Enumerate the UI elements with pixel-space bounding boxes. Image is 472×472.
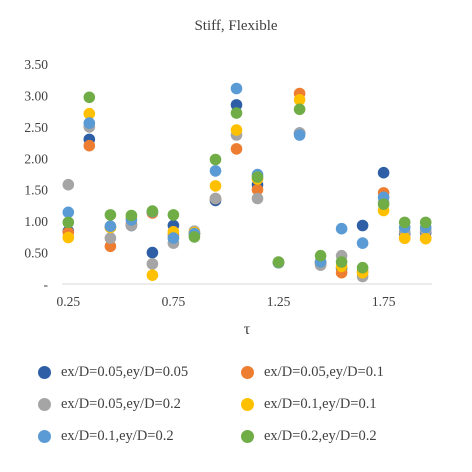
data-point xyxy=(419,216,432,229)
x-axis-label: τ xyxy=(244,321,251,338)
data-point xyxy=(356,261,369,274)
data-point xyxy=(293,94,306,106)
legend-item: ex/D=0.1,ey/D=0.1 xyxy=(241,396,377,413)
data-point xyxy=(251,192,264,205)
data-point xyxy=(167,209,180,221)
data-point xyxy=(335,256,348,268)
x-tick-label: 1.75 xyxy=(372,294,396,309)
data-point xyxy=(209,153,222,166)
data-point xyxy=(398,216,411,229)
legend-item: ex/D=0.05,ey/D=0.1 xyxy=(241,364,384,381)
data-point xyxy=(146,246,159,259)
data-point xyxy=(356,237,369,249)
legend-item: ex/D=0.1,ey/D=0.2 xyxy=(38,428,174,445)
y-tick-label: 1.50 xyxy=(24,183,48,198)
data-point xyxy=(83,117,96,129)
y-tick-label: 0.50 xyxy=(24,246,48,261)
legend-marker xyxy=(38,366,51,379)
data-point xyxy=(230,99,243,111)
data-point xyxy=(104,240,117,253)
legend-marker xyxy=(241,430,254,443)
y-tick-label: - xyxy=(44,277,49,292)
data-point xyxy=(62,206,75,219)
data-point xyxy=(62,231,75,244)
data-point xyxy=(230,82,243,95)
y-tick-label: 3.00 xyxy=(24,88,48,103)
data-point xyxy=(230,124,243,136)
legend-marker xyxy=(241,366,254,379)
y-tick-label: 1.00 xyxy=(24,214,48,229)
data-point xyxy=(146,258,159,270)
data-point xyxy=(230,143,243,155)
data-point xyxy=(146,269,159,282)
legend-marker xyxy=(241,398,254,411)
data-point xyxy=(293,129,306,141)
data-point xyxy=(230,107,243,119)
data-point xyxy=(104,232,117,244)
legend-item: ex/D=0.05,ey/D=0.2 xyxy=(38,396,181,413)
data-point xyxy=(398,232,411,244)
data-point xyxy=(209,180,222,192)
legend-label: ex/D=0.1,ey/D=0.1 xyxy=(264,396,377,412)
chart-title: Stiff, Flexible xyxy=(194,18,278,34)
data-point xyxy=(167,232,180,244)
x-tick-label: 0.75 xyxy=(162,294,186,309)
x-tick-label: 1.25 xyxy=(267,294,291,309)
data-point xyxy=(83,91,96,104)
data-point xyxy=(146,205,159,217)
legend-item: ex/D=0.05,ey/D=0.05 xyxy=(38,364,188,381)
data-point xyxy=(251,183,264,196)
data-point xyxy=(83,107,96,120)
legend-marker xyxy=(38,430,51,443)
legend-item: ex/D=0.2,ey/D=0.2 xyxy=(241,428,377,445)
data-point xyxy=(335,222,348,235)
data-point xyxy=(356,219,369,232)
data-point xyxy=(125,209,138,222)
y-tick-label: 2.50 xyxy=(24,120,48,135)
data-point xyxy=(83,139,96,152)
legend-label: ex/D=0.05,ey/D=0.1 xyxy=(264,364,384,380)
data-points xyxy=(62,82,432,283)
legend-label: ex/D=0.1,ey/D=0.2 xyxy=(61,428,174,444)
data-point xyxy=(188,231,201,243)
data-point xyxy=(251,171,264,183)
data-point xyxy=(209,192,222,205)
data-point xyxy=(314,249,327,262)
data-point xyxy=(104,209,117,221)
data-point xyxy=(62,216,75,229)
legend-label: ex/D=0.05,ey/D=0.05 xyxy=(61,364,189,380)
data-point xyxy=(377,166,390,179)
data-point xyxy=(104,220,117,232)
data-point xyxy=(377,198,390,210)
data-point xyxy=(62,178,75,191)
legend-label: ex/D=0.2,ey/D=0.2 xyxy=(264,428,377,444)
y-axis-ticks: - 0.50 1.00 1.50 2.00 2.50 3.00 3.50 xyxy=(24,57,48,292)
x-axis-ticks: 0.25 0.75 1.25 1.75 xyxy=(56,294,395,309)
legend-marker xyxy=(38,398,51,411)
y-tick-label: 3.50 xyxy=(24,57,48,72)
data-point xyxy=(419,232,432,245)
data-point xyxy=(272,256,285,268)
data-point xyxy=(293,103,306,116)
x-tick-label: 0.25 xyxy=(56,294,80,309)
legend-label: ex/D=0.05,ey/D=0.2 xyxy=(61,396,181,412)
data-point xyxy=(209,165,222,177)
y-tick-label: 2.00 xyxy=(24,151,48,166)
